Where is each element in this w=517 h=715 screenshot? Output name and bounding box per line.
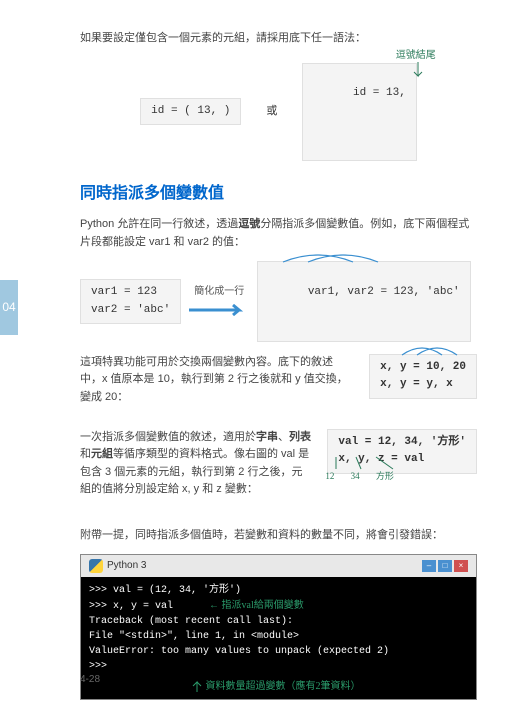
swap-section: 這項特異功能可用於交換兩個變數內容。底下的敘述中，x 值原本是 10，執行到第 … [80,354,477,417]
window-controls: –□× [420,558,468,574]
code-tuple-b: id = 13, 逗號結尾 [302,63,416,161]
swap-curve-icon [278,248,398,264]
code-var-one-line: var1, var2 = 123, 'abc' [257,261,470,341]
maximize-icon[interactable]: □ [438,560,452,572]
arrow-up-icon [191,680,203,694]
terminal-body: >>> val = (12, 34, '方形') >>> x, y = val … [81,577,476,699]
term-bottom-annot: 資料數量超過變數（應有2筆資料） [191,679,361,694]
term-line-3: Traceback (most recent call last): [89,614,468,629]
section-heading: 同時指派多個變數值 [80,181,477,207]
chapter-tab: 04 [0,280,18,335]
arrow-annot-icon [412,62,424,82]
swap-arrows-icon [397,339,467,359]
separator-or: 或 [266,103,277,121]
tuple-examples: id = ( 13, ) 或 id = 13, 逗號結尾 [80,63,477,161]
term-line-6: >>> [89,659,468,674]
unpack-annot: 12 34 方形 [325,469,394,483]
arrow-right-icon [189,304,249,316]
code-var-two-lines: var1 = 123 var2 = 'abc' [80,279,181,324]
para-3: 一次指派多個變數值的敘述，適用於字串、列表和元組等循序類型的資料格式。像右圖的 … [80,429,312,499]
minimize-icon[interactable]: – [422,560,436,572]
term-line-2: >>> x, y = val ← 指派val給兩個變數 [89,598,468,614]
simplify-row: var1 = 123 var2 = 'abc' 簡化成一行 var1, var2… [80,261,477,341]
term-line-5: ValueError: too many values to unpack (e… [89,644,468,659]
code-tuple-a: id = ( 13, ) [140,98,241,126]
close-icon[interactable]: × [454,560,468,572]
code-swap: x, y = 10, 20 x, y = y, x [369,354,477,399]
para-4: 附帶一提，同時指派多個值時，若變數和資料的數量不同，將會引發錯誤： [80,527,477,545]
page-content: 如果要設定僅包含一個元素的元組，請採用底下任一語法： id = ( 13, ) … [0,0,517,715]
terminal-titlebar: Python 3 –□× [81,555,476,577]
para-2: 這項特異功能可用於交換兩個變數內容。底下的敘述中，x 值原本是 10，執行到第 … [80,354,354,407]
term-line-1: >>> val = (12, 34, '方形') [89,583,468,598]
python-icon [89,559,103,573]
term-line-4: File "<stdin>", line 1, in <module> [89,629,468,644]
page-number: 4-28 [80,672,100,688]
simplify-label: 簡化成一行 [189,284,249,300]
unpack-section: 一次指派多個變數值的敘述，適用於字串、列表和元組等循序類型的資料格式。像右圖的 … [80,429,477,509]
para-1: Python 允許在同一行敘述，透過逗號分隔指派多個變數值。例如，底下兩個程式片… [80,216,477,251]
terminal-window: Python 3 –□× >>> val = (12, 34, '方形') >>… [80,554,477,700]
intro-text: 如果要設定僅包含一個元素的元組，請採用底下任一語法： [80,30,477,48]
